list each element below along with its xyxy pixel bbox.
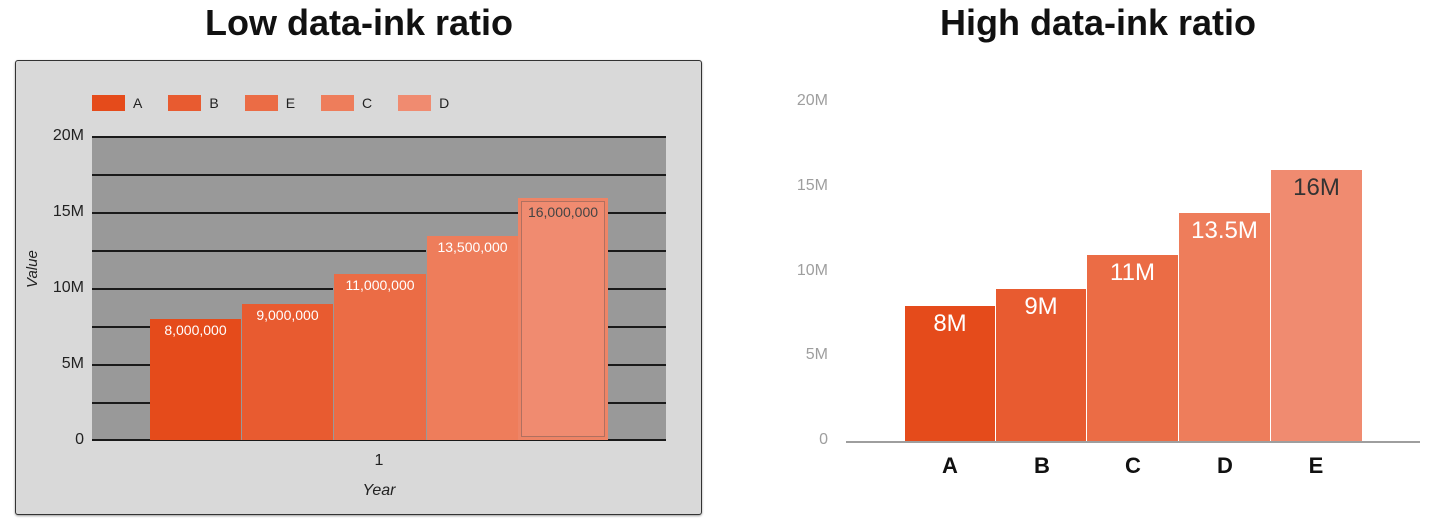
y-axis-title: Value [24,250,41,288]
left-chart-title: Low data-ink ratio [204,2,514,43]
y-tick-label: 5M [805,346,828,363]
right-chart-title: High data-ink ratio [939,2,1257,43]
bar-value-label: 16,000,000 [527,204,599,220]
bar-c[interactable]: 13,500,000 [426,236,518,440]
x-axis-line [846,441,1420,443]
gridline [92,439,666,441]
legend-swatch [168,95,202,111]
legend-label: E [285,95,296,111]
bar-a[interactable]: 8M [904,306,996,441]
bar-value-label: 13.5M [1191,217,1258,244]
legend-label: D [439,95,450,111]
x-category-label: D [1217,453,1233,478]
left-plot-area: 8,000,000 9,000,000 11,000,000 13,500,00… [92,136,666,441]
legend-item: D [398,95,449,111]
y-tick-label: 10M [52,279,84,296]
gridline [92,136,666,138]
bar-b[interactable]: 9M [995,289,1087,441]
x-tick-label: 1 [374,452,384,469]
legend-item: A [92,95,142,111]
legend-item: C [321,95,372,111]
legend-label: A [133,95,143,111]
y-tick-label: 0 [819,431,828,448]
bar-value-label: 9M [1024,293,1058,320]
y-tick-label: 20M [796,92,828,109]
bar-a[interactable]: 8,000,000 [150,319,241,440]
legend-label: C [362,95,373,111]
bar-value-label: 9,000,000 [256,307,319,323]
y-tick-label: 15M [796,177,828,194]
bar-value-label: 8,000,000 [164,322,227,338]
x-category-label: B [1034,453,1050,478]
bar-value-label: 11,000,000 [345,277,415,293]
gridline [92,174,666,176]
legend-swatch [398,95,432,111]
y-tick-label: 15M [52,203,84,220]
bar-b[interactable]: 9,000,000 [241,304,333,440]
gridline [92,250,666,252]
bar-c[interactable]: 11M [1086,255,1179,441]
x-axis-title: Year [362,482,396,499]
bar-e[interactable]: 11,000,000 [333,274,426,440]
y-tick-label: 10M [796,262,828,279]
legend-swatch [244,95,278,111]
gridline [92,212,666,214]
x-category-label: C [1125,453,1141,478]
legend-label: B [209,95,219,111]
bar-value-label: 13,500,000 [437,239,508,255]
legend-item: E [244,95,296,111]
bar-d[interactable]: 16,000,000 [518,198,608,440]
legend-swatch [92,95,125,111]
x-category-label: A [942,453,958,478]
y-tick-label: 20M [52,127,84,144]
bar-value-label: 8M [933,310,967,337]
bar-value-label: 11M [1110,259,1155,286]
x-category-label: E [1308,453,1324,478]
chart-legend: A B E C D [92,95,475,111]
legend-swatch [321,95,355,111]
bar-e[interactable]: 16M [1270,170,1363,441]
y-tick-label: 5M [61,355,84,372]
legend-item: B [168,95,219,111]
y-tick-label: 0 [75,431,84,448]
bar-value-label: 16M [1293,174,1340,201]
bar-d[interactable]: 13.5M [1178,213,1271,441]
